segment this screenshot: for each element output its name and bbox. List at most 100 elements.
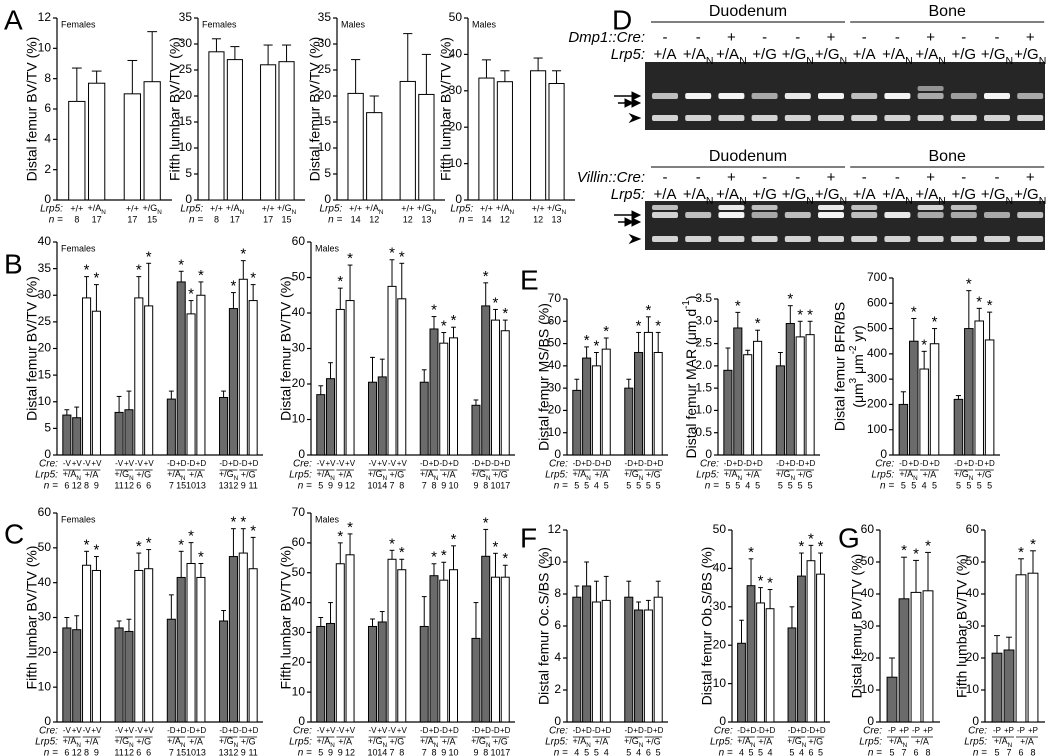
y-tick-label: 12 [548, 522, 562, 536]
y-tick-label: 600 [867, 295, 887, 309]
n-label: 12 [124, 480, 134, 490]
label-part: +/A [915, 186, 938, 203]
y-tick-label: 0 [44, 192, 51, 206]
n-label: 17 [230, 214, 240, 224]
subscript: N [639, 475, 644, 482]
n-label: 11 [248, 480, 257, 490]
y-tick-label: 10 [292, 412, 306, 426]
label-part: +/A [716, 46, 739, 63]
label-part: +/A [882, 46, 905, 63]
significance-star: * [451, 312, 457, 329]
gel: -+/A-+/AN++/AN-+/G-+/GN++/GN-+/A-+/AN++/… [568, 3, 1046, 130]
bar [909, 340, 919, 456]
n-label: 5 [808, 480, 813, 490]
label-part: +/G [815, 186, 840, 203]
significance-star: * [399, 248, 405, 265]
y-tick-label: 25 [179, 62, 193, 76]
bar [387, 285, 397, 456]
gel-image [645, 62, 1045, 130]
lrp5-label: +/G [951, 46, 976, 63]
subscript: N [586, 742, 591, 749]
cre-label: +D [581, 726, 592, 735]
bar [471, 404, 481, 456]
bar [91, 569, 101, 723]
label-part: +/G [776, 469, 791, 479]
subscript: N [509, 209, 514, 216]
y-tick-label: 30 [38, 610, 52, 624]
lrp5-label: +/AN [889, 736, 908, 749]
label-part: +/G [547, 203, 562, 213]
subscript: N [292, 209, 297, 216]
bar [591, 601, 601, 723]
cre-label: +D [601, 726, 612, 735]
subscript: N [751, 742, 756, 749]
subscript: N [234, 742, 239, 749]
bar [88, 82, 106, 201]
bar [345, 554, 355, 723]
cre-label: +D [448, 459, 459, 468]
label-part: +/A [889, 736, 903, 746]
bar [176, 281, 186, 456]
y-tick-label: 10 [38, 679, 52, 693]
y-tick-label: 20 [548, 403, 562, 417]
significance-star: * [250, 522, 256, 539]
subscript: N [840, 195, 848, 207]
lrp5-label: +/G [390, 469, 405, 479]
significance-star: * [231, 514, 237, 531]
n-label: 12 [228, 747, 238, 756]
cre-label: -D [975, 459, 984, 468]
n-label: 5 [889, 747, 894, 756]
y-tick-label: 15 [38, 367, 52, 381]
y-tick-label: 6 [44, 101, 51, 115]
n-label: 5 [646, 480, 651, 490]
cre-label: +D [480, 726, 491, 735]
bar [144, 305, 154, 456]
chart-subtitle: Males [472, 19, 497, 29]
y-axis-label: Distal femur Oc.S/BS (%) [536, 547, 552, 705]
n-label: 9 [328, 480, 333, 490]
cre-label: +V [72, 726, 83, 735]
cre-label: -D [756, 726, 765, 735]
significance-star: * [932, 314, 938, 331]
y-tick-label: 400 [867, 346, 887, 360]
bar [785, 323, 795, 456]
lrp5-label: +/A [853, 186, 876, 203]
y-axis-label: Fifth lumbar BV/TV (%) [167, 37, 183, 181]
y-tick-label: 40 [861, 586, 875, 600]
bar [186, 313, 196, 456]
y-tick-label: 50 [38, 540, 52, 554]
lrp5-label: +/AN [63, 469, 82, 482]
cre-sign: - [862, 29, 867, 46]
row-label: Cre: [714, 726, 733, 737]
gel-band [751, 212, 778, 218]
bar [572, 389, 582, 456]
n-label: 11 [248, 747, 257, 756]
y-tick-label: 0 [44, 447, 51, 461]
y-tick-label: 60 [548, 313, 562, 327]
significance-star: * [84, 536, 90, 553]
significance-star: * [735, 297, 741, 314]
n-label: 13 [219, 480, 229, 490]
gel-band [685, 212, 712, 218]
cre-label: -V [135, 726, 144, 735]
y-axis-label: Distal femur BV/TV (%) [849, 554, 865, 699]
lrp5-label: +/GN [815, 186, 847, 207]
significance-star: * [178, 536, 184, 553]
n-label: 5 [626, 480, 631, 490]
row-label: n = [719, 748, 733, 756]
bar-chart: Distal femur MAR (μm d-1) 0 0.5 1.0 1.5 2.0 2.… [681, 291, 820, 492]
y-tick-label: 300 [867, 371, 887, 385]
bar [397, 298, 407, 456]
n-label: 5 [932, 480, 937, 490]
bar [134, 297, 144, 456]
y-tick-label: 30 [318, 36, 332, 50]
bar [439, 342, 449, 456]
label-part: +/A [737, 736, 751, 746]
y-tick-label: 5 [324, 166, 331, 180]
panel-letter: D [612, 4, 632, 35]
bar [746, 585, 756, 723]
row-label: Lrp5: [611, 46, 645, 63]
lrp5-label: +/A [915, 736, 929, 746]
bar [439, 579, 449, 723]
